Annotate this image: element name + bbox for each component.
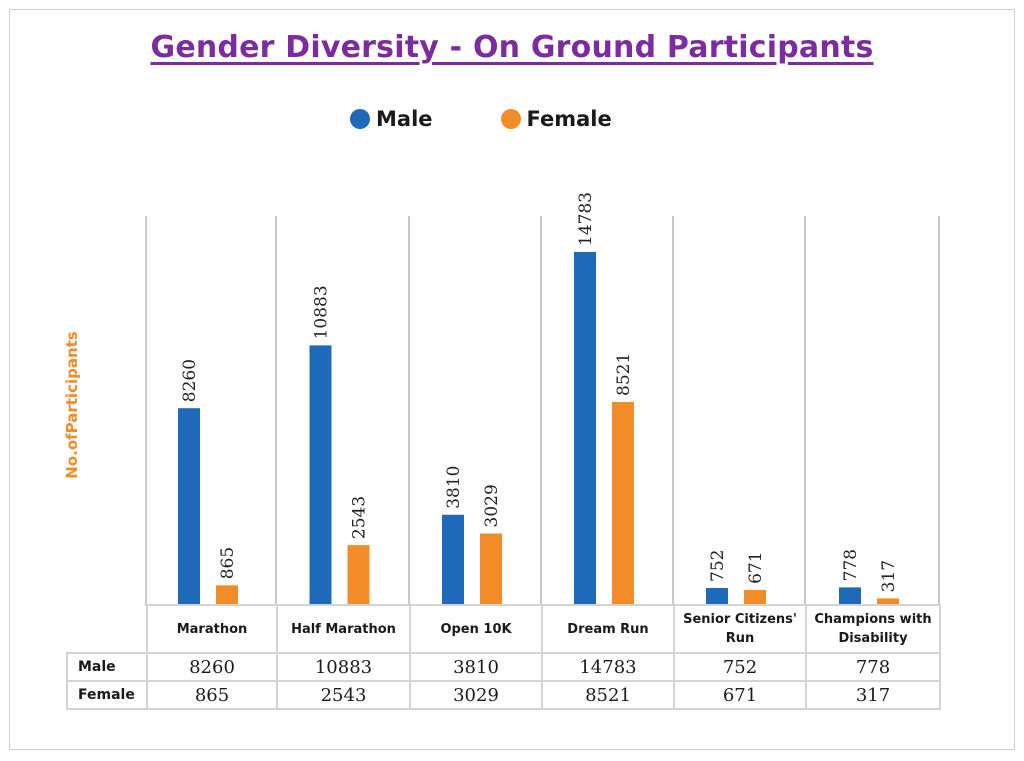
row-label-female: Female: [66, 680, 148, 710]
chart-legend: Male Female: [350, 104, 680, 134]
data-label-female: 865: [218, 547, 238, 579]
table-cell: 2543: [276, 680, 411, 710]
data-label-male: 10883: [312, 285, 332, 339]
table-cell: 752: [673, 652, 807, 682]
data-label-female: 317: [879, 560, 899, 592]
data-label-female: 8521: [614, 353, 634, 396]
category-label: Dream Run: [541, 604, 675, 654]
category-label: Half Marathon: [276, 604, 411, 654]
legend-swatch-male: [350, 109, 370, 129]
table-row-female: Female 865 2543 3029 8521 671 317: [66, 680, 941, 710]
legend-swatch-female: [500, 109, 521, 129]
legend-item-female: Female: [500, 107, 612, 131]
table-cell: 671: [673, 680, 807, 710]
chart-frame: [9, 9, 1015, 750]
bar-female: [347, 545, 370, 606]
bar-female: [877, 598, 899, 606]
row-label-male: Male: [66, 652, 148, 682]
category-label: Champions with Disability: [805, 604, 941, 654]
data-label-female: 3029: [482, 484, 502, 527]
legend-label-female: Female: [526, 107, 612, 131]
table-cell: 3810: [409, 652, 543, 682]
bar-male: [839, 587, 861, 606]
legend-item-male: Male: [350, 107, 433, 131]
table-cell: 865: [146, 680, 278, 710]
category-label: Open 10K: [409, 604, 543, 654]
table-row-male: Male 8260 10883 3810 14783 752 778: [66, 652, 941, 682]
data-label-male: 778: [841, 549, 861, 581]
bar-male: [574, 252, 596, 606]
bar-female: [480, 533, 502, 606]
category-label: Senior Citizens' Run: [673, 604, 807, 654]
bar-female: [612, 401, 634, 606]
bar-male: [178, 408, 200, 606]
table-cell: 8521: [541, 680, 675, 710]
data-label-male: 8260: [180, 359, 200, 402]
category-label: Marathon: [146, 604, 278, 654]
table-corner-cell: [67, 605, 148, 654]
bar-male: [309, 345, 332, 606]
table-cell: 8260: [146, 652, 278, 682]
table-header-row: Marathon Half Marathon Open 10K Dream Ru…: [67, 604, 941, 654]
data-label-male: 3810: [444, 465, 464, 508]
data-table: Marathon Half Marathon Open 10K Dream Ru…: [66, 604, 941, 710]
table-cell: 14783: [541, 652, 675, 682]
data-label-female: 671: [746, 551, 766, 583]
bar-female: [216, 585, 238, 606]
table-cell: 3029: [409, 680, 543, 710]
chart-title: Gender Diversity - On Ground Participant…: [150, 30, 874, 65]
table-cell: 10883: [276, 652, 411, 682]
data-label-male: 14783: [576, 192, 596, 246]
legend-label-male: Male: [376, 107, 433, 131]
bar-female: [744, 589, 766, 606]
table-cell: 317: [805, 680, 941, 710]
table-cell: 778: [805, 652, 941, 682]
data-label-female: 2543: [350, 496, 370, 539]
bar-male: [442, 514, 464, 606]
data-label-male: 752: [708, 550, 728, 582]
bar-male: [706, 587, 728, 606]
